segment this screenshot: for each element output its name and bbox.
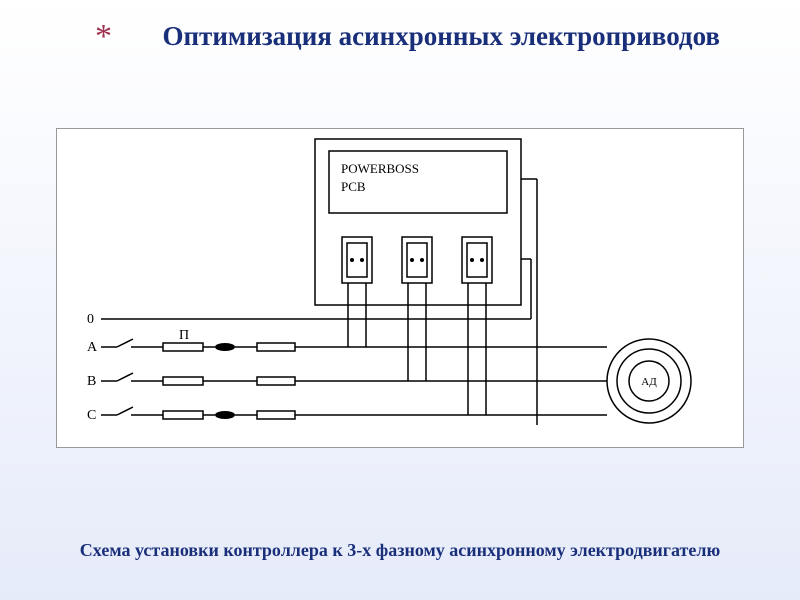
svg-text:C: C <box>87 408 96 423</box>
svg-text:PCB: PCB <box>341 179 366 194</box>
svg-text:0: 0 <box>87 312 94 327</box>
svg-text:A: A <box>87 340 98 355</box>
slide-caption: Схема установки контроллера к 3-х фазном… <box>0 539 800 562</box>
slide: * Оптимизация асинхронных электроприводо… <box>0 0 800 600</box>
title-asterisk: * <box>95 18 112 56</box>
svg-text:П: П <box>179 328 189 343</box>
slide-title: Оптимизация асинхронных электроприводов <box>90 20 760 54</box>
schematic-diagram: POWERBOSS PCB 0 A П B C АД <box>56 128 744 448</box>
svg-text:АД: АД <box>641 376 657 388</box>
svg-text:B: B <box>87 374 96 389</box>
svg-text:POWERBOSS: POWERBOSS <box>341 161 419 176</box>
